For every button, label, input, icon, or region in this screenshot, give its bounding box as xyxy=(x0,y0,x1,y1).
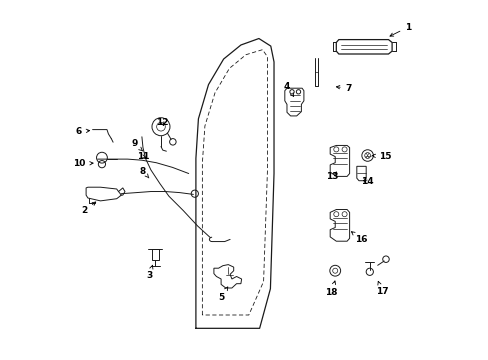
Text: 17: 17 xyxy=(375,281,387,296)
Text: 1: 1 xyxy=(389,22,410,36)
Text: 15: 15 xyxy=(371,152,390,161)
Text: 8: 8 xyxy=(140,166,149,178)
Text: 16: 16 xyxy=(351,232,367,244)
Text: 9: 9 xyxy=(131,139,142,151)
Text: 11: 11 xyxy=(137,152,149,161)
Text: 2: 2 xyxy=(81,202,96,215)
Text: 10: 10 xyxy=(73,159,93,168)
Text: 13: 13 xyxy=(326,172,338,181)
Text: 14: 14 xyxy=(360,177,372,186)
Text: 7: 7 xyxy=(336,84,351,93)
Text: 18: 18 xyxy=(325,281,337,297)
Text: 4: 4 xyxy=(283,82,293,96)
Text: 5: 5 xyxy=(218,287,227,302)
Text: 12: 12 xyxy=(156,118,168,127)
Text: 6: 6 xyxy=(76,127,89,136)
Text: 3: 3 xyxy=(146,265,153,280)
